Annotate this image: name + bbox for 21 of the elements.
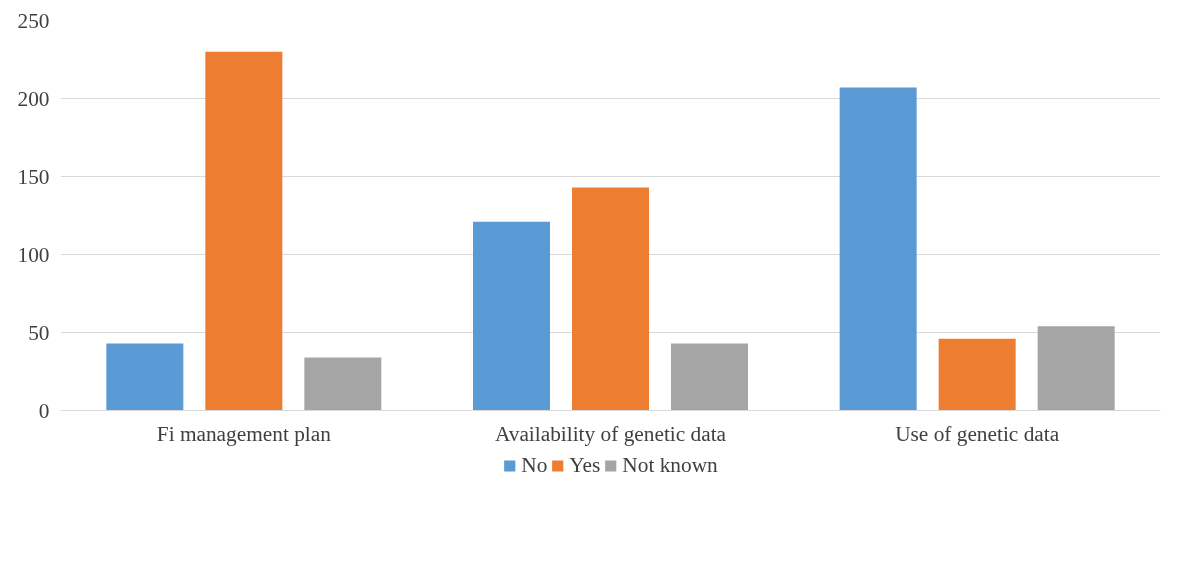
y-tick-label: 150 (17, 164, 50, 189)
legend-label: Yes (569, 452, 601, 478)
bar (839, 87, 917, 411)
x-tick-label: Use of genetic data (895, 421, 1060, 446)
legend-label: Not known (622, 452, 718, 478)
bar (304, 357, 382, 411)
y-tick-label: 100 (17, 242, 50, 267)
bar (938, 338, 1016, 411)
bar (671, 343, 748, 411)
x-tick-label: Fi management plan (156, 421, 332, 446)
bar (572, 187, 649, 411)
y-tick-label: 0 (38, 398, 50, 423)
bar (205, 51, 283, 411)
bar (473, 221, 550, 411)
bar (106, 343, 184, 411)
y-tick-label: 50 (28, 320, 50, 345)
x-tick-label: Availability of genetic data (494, 421, 727, 446)
legend-label: No (521, 452, 548, 478)
y-tick-label: 250 (17, 8, 50, 33)
y-tick-label: 200 (17, 86, 50, 111)
bar (1037, 326, 1115, 411)
